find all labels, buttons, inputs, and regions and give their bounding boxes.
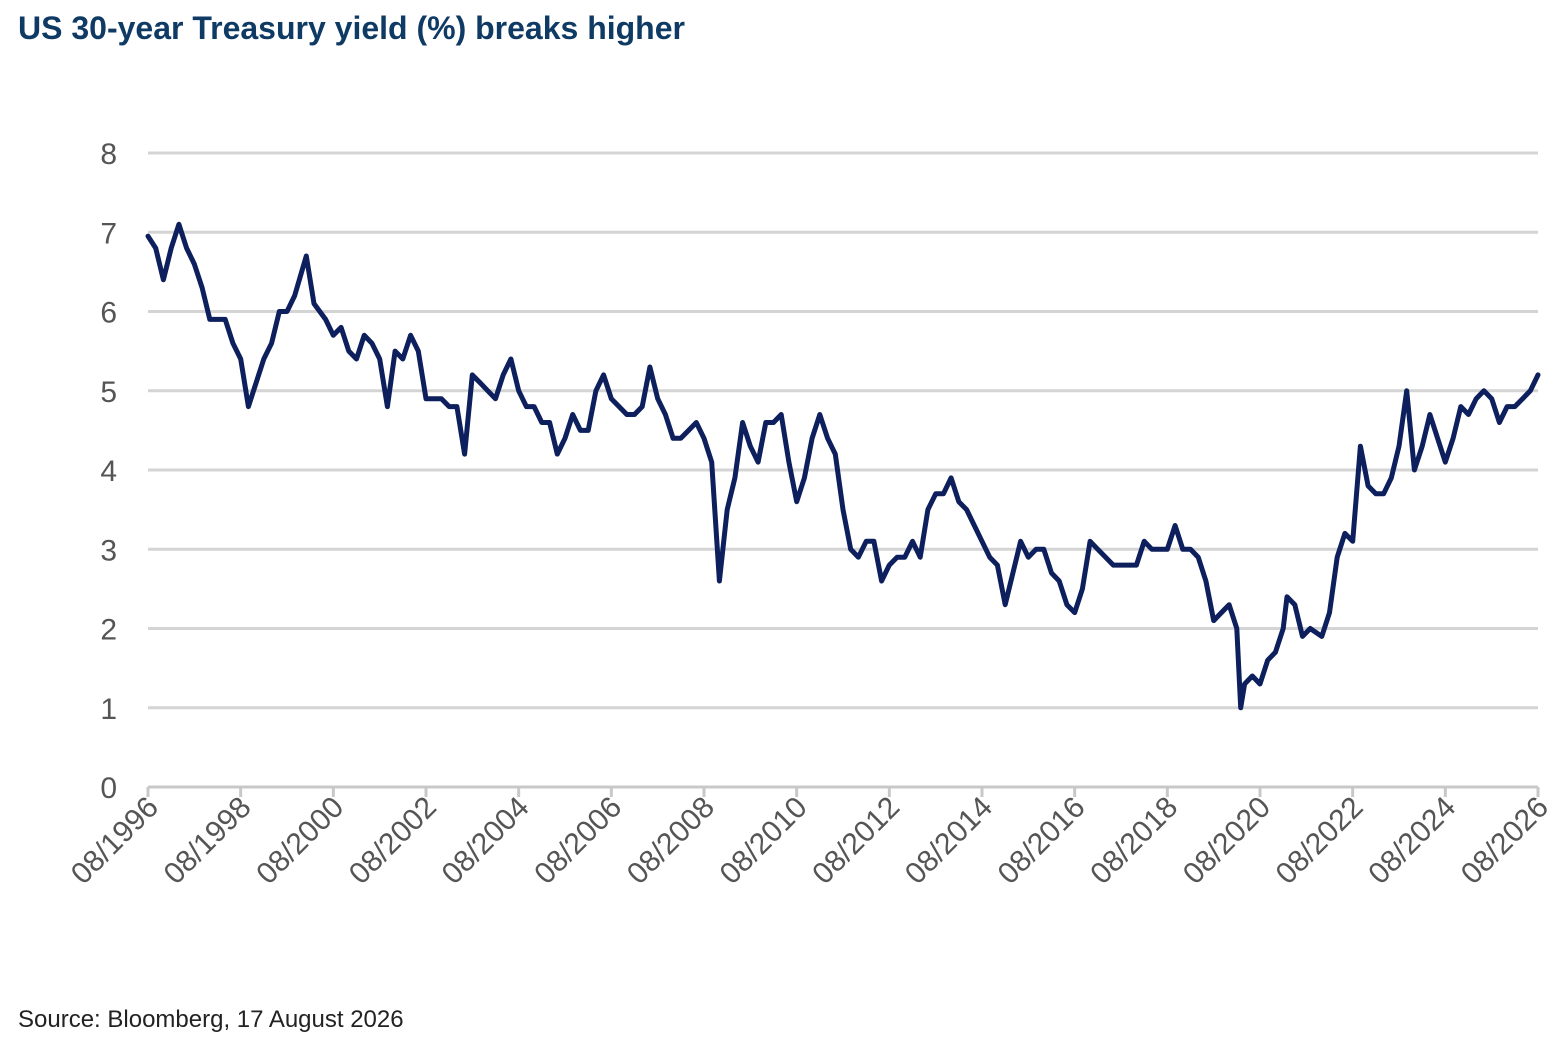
- x-tick-label: 08/2026: [1455, 791, 1555, 891]
- x-tick-label: 08/2002: [343, 791, 443, 891]
- y-tick-label: 8: [100, 138, 117, 171]
- chart-title: US 30-year Treasury yield (%) breaks hig…: [18, 10, 685, 46]
- y-tick-label: 1: [100, 693, 117, 726]
- x-tick-label: 08/1998: [158, 791, 258, 891]
- source-note: Source: Bloomberg, 17 August 2026: [18, 1006, 404, 1033]
- x-tick-label: 08/1996: [65, 791, 165, 891]
- y-axis: 0 1 2 3 4 5 6 7 8: [100, 138, 117, 805]
- series-group: [145, 221, 1541, 711]
- y-tick-label: 2: [100, 614, 117, 647]
- x-tick-label: 08/2020: [1177, 791, 1277, 891]
- x-axis: 08/199608/199808/200008/200208/200408/20…: [65, 785, 1555, 891]
- x-tick-label: 08/2000: [250, 791, 350, 891]
- y-tick-label: 7: [100, 217, 117, 250]
- y-tick-label: 4: [100, 455, 117, 488]
- x-tick-label: 08/2014: [899, 791, 999, 891]
- x-tick-label: 08/2016: [992, 791, 1092, 891]
- x-tick-label: 08/2004: [436, 791, 536, 891]
- y-tick-label: 3: [100, 534, 117, 567]
- x-tick-label: 08/2018: [1084, 791, 1184, 891]
- y-tick-label: 0: [100, 772, 117, 805]
- x-tick-label: 08/2024: [1362, 791, 1462, 891]
- x-tick-label: 08/2006: [528, 791, 628, 891]
- series-line-0: [145, 221, 1541, 711]
- y-tick-label: 6: [100, 297, 117, 330]
- x-tick-label: 08/2012: [806, 791, 906, 891]
- x-tick-label: 08/2008: [621, 791, 721, 891]
- x-tick-label: 08/2010: [714, 791, 814, 891]
- gridlines: [148, 151, 1538, 710]
- y-tick-label: 5: [100, 376, 117, 409]
- x-tick-label: 08/2022: [1270, 791, 1370, 891]
